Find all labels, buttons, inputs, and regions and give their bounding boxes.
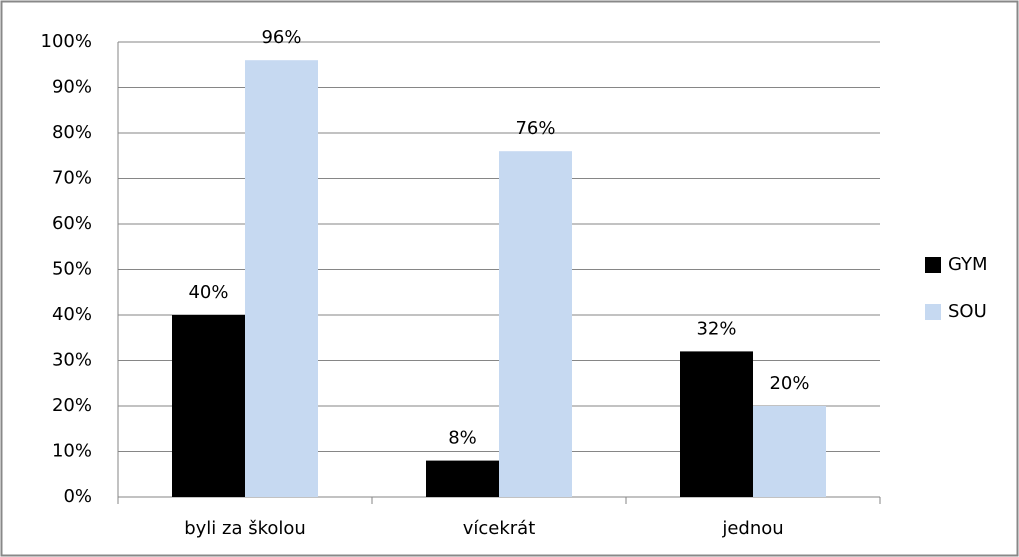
bar [245, 60, 318, 497]
y-tick-label: 40% [52, 304, 92, 325]
y-tick-label: 90% [52, 77, 92, 98]
legend-swatch [925, 257, 941, 273]
bar [172, 315, 245, 497]
y-tick-label: 70% [52, 168, 92, 189]
y-tick-label: 50% [52, 259, 92, 280]
bar [499, 151, 572, 497]
value-label: 32% [696, 318, 736, 339]
value-label: 96% [261, 27, 301, 48]
legend-swatch [925, 304, 941, 320]
bar [680, 351, 753, 497]
bar [426, 460, 499, 497]
y-tick-label: 0% [63, 486, 92, 507]
y-tick-label: 60% [52, 213, 92, 234]
bar [753, 406, 826, 497]
y-tick-label: 80% [52, 122, 92, 143]
legend-label: SOU [948, 301, 987, 322]
x-tick-label: jednou [721, 518, 783, 539]
y-tick-label: 10% [52, 441, 92, 462]
value-label: 40% [188, 282, 228, 303]
value-label: 76% [515, 118, 555, 139]
legend-label: GYM [948, 254, 988, 275]
value-label: 20% [769, 373, 809, 394]
x-tick-label: vícekrát [463, 518, 536, 539]
y-tick-label: 100% [41, 31, 92, 52]
y-tick-label: 30% [52, 350, 92, 371]
x-tick-label: byli za školou [184, 518, 306, 539]
value-label: 8% [448, 428, 477, 449]
y-tick-label: 20% [52, 395, 92, 416]
